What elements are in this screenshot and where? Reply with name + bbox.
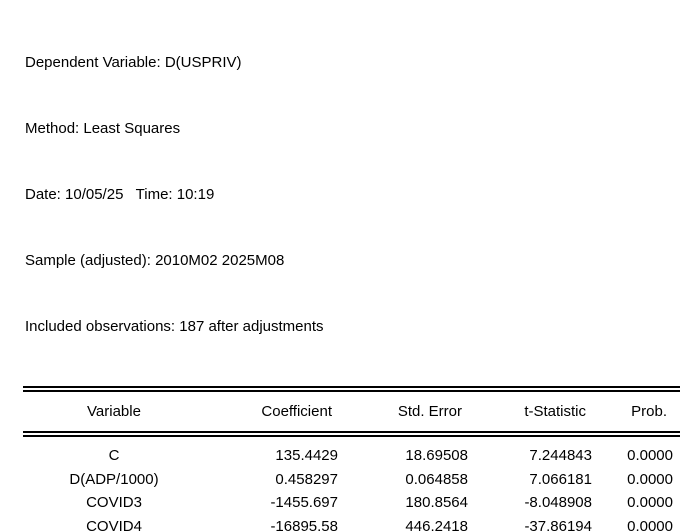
method-line: Method: Least Squares <box>25 120 181 137</box>
table-row: COVID3 -1455.697 180.8564 -8.048908 0.00… <box>23 491 673 515</box>
cell-prob: 0.0000 <box>627 517 673 531</box>
cell-std-error: 180.8564 <box>405 494 468 511</box>
double-rule-under-header <box>23 431 680 437</box>
table-row: COVID4 -16895.58 446.2418 -37.86194 0.00… <box>23 515 673 531</box>
date-time-line: Date: 10/05/25 Time: 10:19 <box>25 186 215 203</box>
cell-variable: COVID3 <box>86 494 142 511</box>
cell-prob: 0.0000 <box>627 447 673 464</box>
cell-std-error: 0.064858 <box>405 470 468 488</box>
column-header-t-statistic: t-Statistic <box>524 403 586 420</box>
cell-t-statistic: 7.066181 <box>529 470 592 488</box>
cell-std-error: 446.2418 <box>405 517 468 531</box>
coefficient-table: Variable Coefficient Std. Error t-Statis… <box>23 386 680 531</box>
double-rule-top <box>23 386 680 392</box>
table-row: C 135.4429 18.69508 7.244843 0.0000 <box>23 444 673 468</box>
dependent-variable-line: Dependent Variable: D(USPRIV) <box>25 54 242 71</box>
cell-coefficient: 0.458297 <box>275 470 338 488</box>
cell-coefficient: -16895.58 <box>270 517 338 531</box>
column-header-coefficient: Coefficient <box>261 403 332 420</box>
cell-t-statistic: -37.86194 <box>524 517 592 531</box>
cell-coefficient: -1455.697 <box>270 494 338 511</box>
table-header-row: Variable Coefficient Std. Error t-Statis… <box>23 392 673 431</box>
column-header-std-error: Std. Error <box>397 403 462 420</box>
cell-variable: COVID4 <box>86 517 142 531</box>
column-header-variable: Variable <box>87 403 141 420</box>
sample-line: Sample (adjusted): 2010M02 2025M08 <box>25 252 285 269</box>
equation-header: Dependent Variable: D(USPRIV) Method: Le… <box>25 8 682 382</box>
cell-prob: 0.0000 <box>627 470 673 488</box>
cell-t-statistic: -8.048908 <box>524 494 592 511</box>
cell-variable: C <box>108 447 120 464</box>
observations-line: Included observations: 187 after adjustm… <box>25 318 324 335</box>
cell-std-error: 18.69508 <box>405 447 468 464</box>
table-row: D(ADP/1000) 0.458297 0.064858 7.066181 0… <box>23 468 673 492</box>
cell-t-statistic: 7.244843 <box>529 447 592 464</box>
cell-variable: D(ADP/1000) <box>69 470 159 488</box>
coefficient-rows: C 135.4429 18.69508 7.244843 0.0000 D(AD… <box>23 437 680 531</box>
cell-coefficient: 135.4429 <box>275 447 338 464</box>
column-header-prob: Prob. <box>631 403 667 420</box>
cell-prob: 0.0000 <box>627 494 673 511</box>
